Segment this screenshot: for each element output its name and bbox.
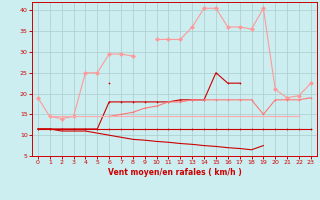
X-axis label: Vent moyen/en rafales ( km/h ): Vent moyen/en rafales ( km/h ) xyxy=(108,168,241,177)
